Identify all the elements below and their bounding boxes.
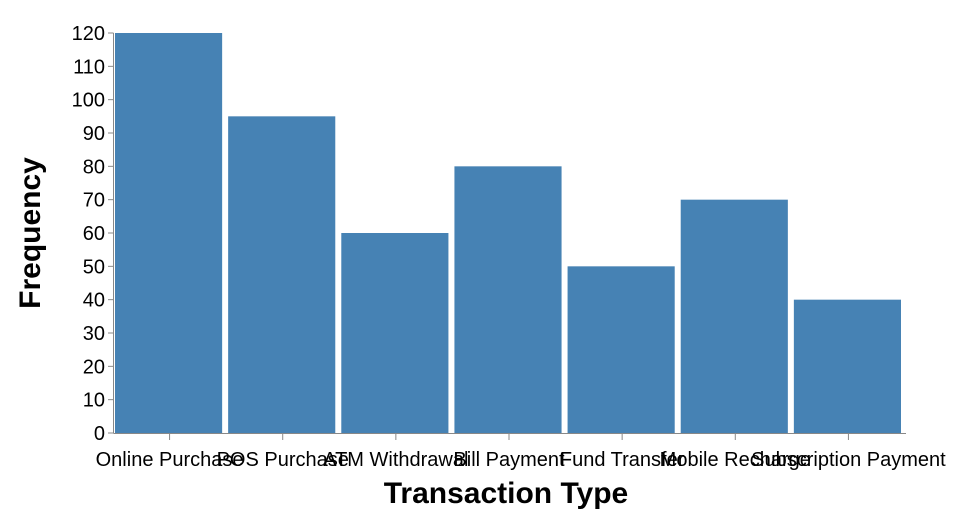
x-tick-label-3: Bill Payment bbox=[453, 449, 565, 471]
x-tick-label-4: Fund Transfer bbox=[560, 449, 685, 471]
bars-group bbox=[115, 33, 901, 433]
y-tick-label-8: 80 bbox=[83, 156, 105, 178]
y-tick-label-6: 60 bbox=[83, 223, 105, 245]
y-tick-label-11: 110 bbox=[73, 56, 105, 78]
x-tick-label-2: ATM Withdrawal bbox=[323, 449, 468, 471]
y-axis-title: Frequency bbox=[14, 157, 47, 309]
bar-4 bbox=[567, 266, 675, 433]
y-tick-label-12: 120 bbox=[72, 23, 105, 45]
y-tick-label-4: 40 bbox=[83, 290, 105, 312]
y-tick-label-7: 70 bbox=[83, 190, 105, 212]
x-axis-title: Transaction Type bbox=[384, 477, 629, 510]
y-tick-label-3: 30 bbox=[83, 323, 105, 345]
y-tick-label-5: 50 bbox=[83, 256, 105, 278]
bar-1 bbox=[228, 116, 336, 433]
x-tick-label-5: Mobile Recharge bbox=[660, 449, 811, 471]
x-tick-label-1: POS Purchase bbox=[217, 449, 349, 471]
x-tick-label-0: Online Purchase bbox=[96, 449, 244, 471]
bar-6 bbox=[793, 299, 901, 433]
bar-3 bbox=[454, 166, 562, 433]
y-tick-label-2: 20 bbox=[83, 356, 105, 378]
y-tick-label-9: 90 bbox=[83, 123, 105, 145]
bar-2 bbox=[341, 233, 449, 433]
y-axis: 0 10 20 30 40 50 60 70 80 90 100 110 120 bbox=[72, 23, 114, 445]
bar-5 bbox=[680, 199, 788, 433]
bar-0 bbox=[115, 33, 223, 433]
x-tick-label-6: Subscription Payment bbox=[751, 449, 946, 471]
y-tick-label-0: 0 bbox=[94, 423, 105, 445]
y-tick-label-1: 10 bbox=[83, 390, 105, 412]
y-tick-label-10: 100 bbox=[72, 90, 105, 112]
